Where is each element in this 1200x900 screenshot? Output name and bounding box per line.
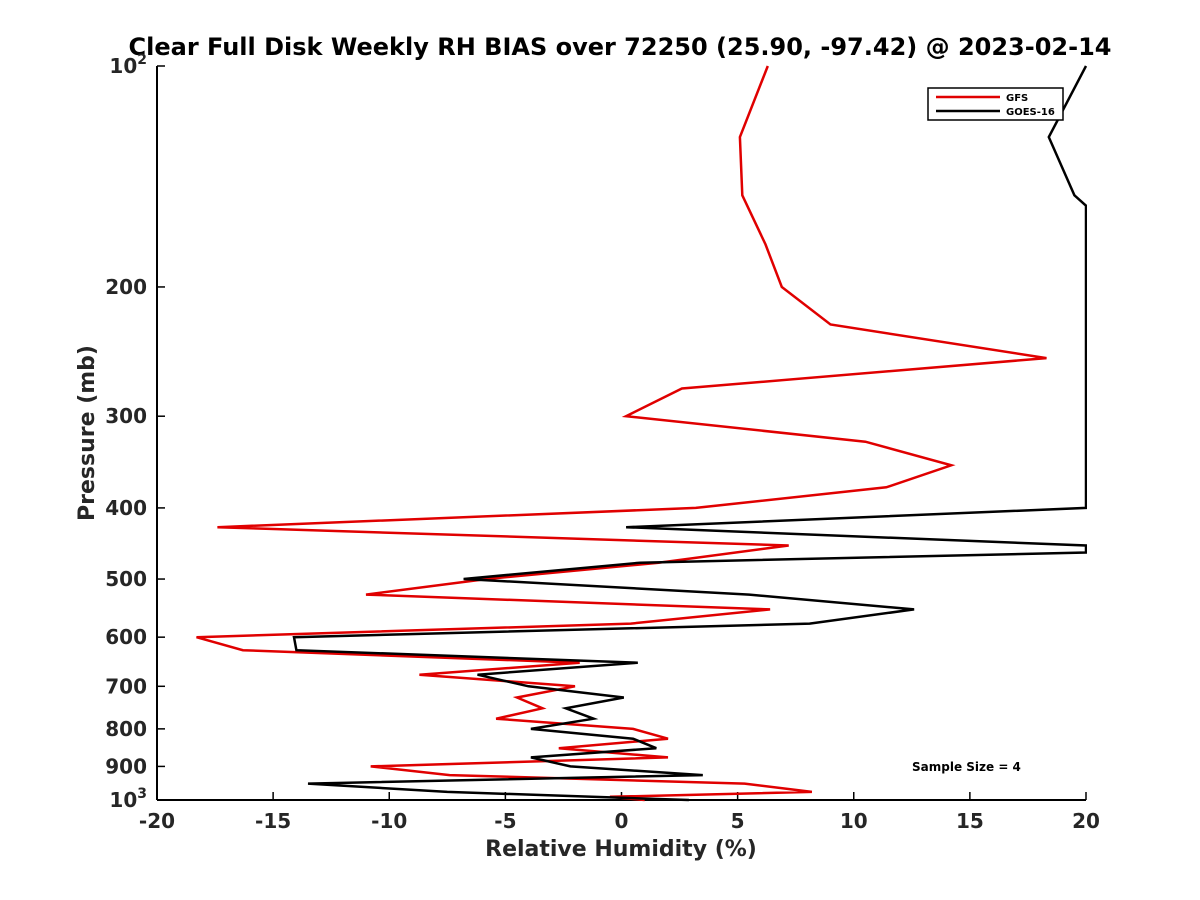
y-tick-label: 900: [105, 754, 147, 778]
x-tick-label: -15: [255, 809, 291, 833]
y-tick-label: 103: [109, 786, 147, 812]
x-tick-label: -10: [371, 809, 407, 833]
y-tick-exponent: 2: [137, 52, 147, 68]
axes: [156, 66, 1086, 801]
y-tick-base: 10: [109, 788, 137, 812]
x-tick-label: -20: [139, 809, 175, 833]
y-tick-label: 400: [105, 496, 147, 520]
x-tick-label: 0: [615, 809, 629, 833]
series-line-gfs: [196, 65, 1047, 802]
legend-box: [927, 87, 1064, 121]
sample-size-annotation: Sample Size = 4: [912, 760, 1021, 774]
y-tick-base: 10: [109, 54, 137, 78]
legend: GFS GOES-16: [927, 87, 1064, 121]
y-axis-label: Pressure (mb): [75, 345, 100, 521]
x-tick-label: 15: [956, 809, 984, 833]
y-tick-label: 800: [105, 717, 147, 741]
chart-title: Clear Full Disk Weekly RH BIAS over 7225…: [129, 33, 1112, 61]
y-tick-label: 700: [105, 674, 147, 698]
x-tick-label: 5: [731, 809, 745, 833]
series-lines: [196, 65, 1087, 802]
x-tick-label: -5: [494, 809, 516, 833]
x-tick-label: 10: [840, 809, 868, 833]
y-tick-label: 200: [105, 275, 147, 299]
y-tick-label: 600: [105, 625, 147, 649]
x-tick-label: 20: [1072, 809, 1100, 833]
y-tick-exponent: 3: [137, 786, 147, 802]
legend-label: GFS: [1006, 93, 1028, 104]
y-tick-label: 300: [105, 404, 147, 428]
x-ticks: -20 -15 -10 -5 0 5 10 15 20: [139, 792, 1100, 833]
y-tick-label: 500: [105, 567, 147, 591]
y-tick-label: 102: [109, 52, 147, 78]
x-axis-label: Relative Humidity (%): [485, 837, 757, 862]
legend-label: GOES-16: [1006, 107, 1055, 118]
series-line-goes-16: [292, 65, 1087, 802]
